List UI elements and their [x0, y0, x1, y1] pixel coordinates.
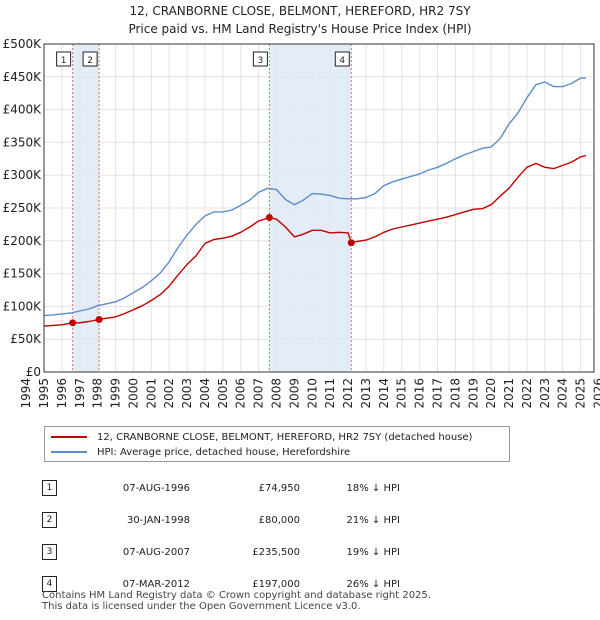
sale-point-marker	[347, 239, 355, 247]
sale-date: 07-AUG-1996	[122, 482, 190, 494]
footer-licence: This data is licensed under the Open Gov…	[42, 601, 361, 612]
y-tick-label: £300K	[3, 168, 43, 182]
table-row: 3 07-AUG-2007 £235,500 19% ↓ HPI	[42, 536, 400, 568]
price-chart: 12, CRANBORNE CLOSE, BELMONT, HEREFORD, …	[3, 4, 600, 409]
sale-label-box	[56, 51, 72, 67]
y-tick-label: £500K	[3, 37, 43, 51]
y-tick-label: £100K	[3, 299, 43, 313]
sale-hpi-diff: 18% ↓ HPI	[346, 482, 400, 494]
legend: 12, CRANBORNE CLOSE, BELMONT, HEREFORD, …	[44, 426, 510, 462]
sale-price: £80,000	[258, 514, 300, 526]
x-tick-label: 2010	[305, 378, 319, 409]
x-tick-label: 2015	[395, 378, 409, 409]
x-tick-label: 2020	[484, 378, 498, 409]
sale-point-marker	[95, 316, 103, 324]
x-tick-label: 2024	[556, 378, 570, 409]
sale-hpi-diff: 19% ↓ HPI	[346, 546, 400, 558]
x-tick-label: 2014	[377, 378, 391, 409]
x-tick-label: 2022	[520, 378, 534, 409]
sale-date: 07-MAR-2012	[122, 578, 190, 590]
x-tick-label: 2009	[287, 378, 301, 409]
y-tick-label: £350K	[3, 135, 43, 149]
x-tick-label: 1997	[73, 378, 87, 409]
x-tick-label: 1996	[55, 378, 69, 409]
sale-price: £197,000	[252, 578, 300, 590]
y-tick-label: £50K	[10, 332, 42, 346]
sale-price: £74,950	[258, 482, 300, 494]
hpi-series-line	[43, 77, 586, 317]
sale-price: £235,500	[252, 546, 300, 558]
plot-frame	[43, 43, 595, 373]
sale-label-number: 2	[87, 56, 93, 66]
x-tick-label: 2004	[198, 378, 212, 409]
table-row: 4 07-MAR-2012 £197,000 26% ↓ HPI	[42, 568, 400, 600]
x-tick-label: 1995	[37, 378, 51, 409]
legend-label-property: 12, CRANBORNE CLOSE, BELMONT, HEREFORD, …	[97, 431, 473, 443]
x-tick-label: 2012	[341, 378, 355, 409]
legend-item-hpi: HPI: Average price, detached house, Here…	[51, 445, 350, 459]
x-tick-label: 2026	[591, 378, 600, 409]
sale-date: 07-AUG-2007	[122, 546, 190, 558]
sale-label-number: 4	[339, 56, 345, 66]
legend-swatch-hpi	[51, 451, 87, 453]
sale-label-number: 1	[61, 56, 67, 66]
y-tick-label: £250K	[3, 201, 43, 215]
sale-point-marker	[265, 214, 273, 222]
sale-hpi-diff: 21% ↓ HPI	[346, 514, 400, 526]
sale-number-badge: 1	[42, 480, 57, 496]
chart-title: 12, CRANBORNE CLOSE, BELMONT, HEREFORD, …	[129, 4, 471, 18]
x-tick-label: 2025	[574, 378, 588, 409]
x-tick-label: 2003	[180, 378, 194, 409]
x-tick-label: 2016	[413, 378, 427, 409]
footer-copyright: Contains HM Land Registry data © Crown c…	[42, 590, 431, 601]
sale-label-box	[334, 51, 350, 67]
sales-table: 1 07-AUG-1996 £74,950 18% ↓ HPI 2 30-JAN…	[42, 472, 400, 600]
y-tick-label: £200K	[3, 234, 43, 248]
sale-label-number: 3	[257, 56, 263, 66]
x-tick-label: 2023	[538, 378, 552, 409]
footer: Contains HM Land Registry data © Crown c…	[42, 590, 431, 612]
y-tick-label: £0	[26, 365, 41, 379]
x-tick-label: 2000	[126, 378, 140, 409]
legend-label-hpi: HPI: Average price, detached house, Here…	[97, 446, 351, 458]
sale-number-badge: 4	[42, 576, 57, 592]
x-tick-label: 1999	[109, 378, 123, 409]
y-tick-label: £450K	[3, 70, 43, 84]
chart-subtitle: Price paid vs. HM Land Registry's House …	[128, 22, 471, 36]
y-tick-label: £150K	[3, 267, 43, 281]
ownership-period-shading	[72, 44, 100, 372]
sale-number-badge: 3	[42, 544, 57, 560]
x-tick-label: 2006	[234, 378, 248, 409]
x-tick-label: 2005	[216, 378, 230, 409]
sale-point-marker	[69, 319, 77, 327]
x-tick-label: 2002	[162, 378, 176, 409]
x-tick-label: 2011	[323, 378, 337, 409]
sale-number-badge: 2	[42, 512, 57, 528]
sale-hpi-diff: 26% ↓ HPI	[346, 578, 400, 590]
property-series-line	[43, 154, 587, 327]
x-tick-label: 2008	[270, 378, 284, 409]
x-tick-label: 2019	[466, 378, 480, 409]
x-tick-label: 2001	[144, 378, 158, 409]
x-tick-label: 1994	[19, 378, 33, 409]
y-tick-label: £400K	[3, 103, 43, 117]
x-tick-label: 2018	[448, 378, 462, 409]
table-row: 2 30-JAN-1998 £80,000 21% ↓ HPI	[42, 504, 400, 536]
legend-swatch-property	[51, 436, 87, 438]
table-row: 1 07-AUG-1996 £74,950 18% ↓ HPI	[42, 472, 400, 504]
ownership-period-shading	[269, 44, 352, 372]
sale-date: 30-JAN-1998	[126, 514, 190, 526]
sale-label-box	[252, 51, 268, 67]
sale-label-box	[82, 51, 98, 67]
x-tick-label: 2013	[359, 378, 373, 409]
x-tick-label: 2017	[430, 378, 444, 409]
legend-item-property: 12, CRANBORNE CLOSE, BELMONT, HEREFORD, …	[51, 430, 472, 444]
x-tick-label: 1998	[91, 378, 105, 409]
x-tick-label: 2021	[502, 378, 516, 409]
x-tick-label: 2007	[252, 378, 266, 409]
